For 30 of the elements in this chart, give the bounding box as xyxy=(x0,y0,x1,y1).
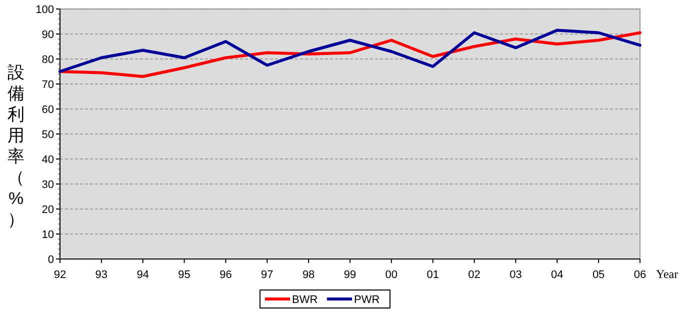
y-tick-label: 10 xyxy=(42,229,54,241)
legend-label: BWR xyxy=(292,294,318,306)
y-tick-label: 30 xyxy=(42,179,54,191)
x-axis-title: Year xyxy=(656,267,678,281)
x-tick-label: 96 xyxy=(220,269,232,281)
x-tick-label: 97 xyxy=(261,269,274,281)
y-tick-label: 80 xyxy=(42,54,54,66)
x-tick-label: 03 xyxy=(510,269,522,281)
x-tick-label: 93 xyxy=(95,269,108,281)
x-tick-label: 92 xyxy=(54,269,66,281)
x-tick-label: 94 xyxy=(136,269,149,281)
x-tick-label: 95 xyxy=(178,269,190,281)
y-tick-label: 0 xyxy=(48,254,54,266)
y-tick-label: 60 xyxy=(42,104,54,116)
y-axis-title: 設備利用率（%） xyxy=(8,63,24,229)
x-tick-label: 05 xyxy=(592,269,605,281)
x-tick-label: 04 xyxy=(551,269,564,281)
x-tick-label: 00 xyxy=(385,269,398,281)
x-tick-label: 02 xyxy=(468,269,480,281)
x-tick-label: 06 xyxy=(634,269,646,281)
y-tick-label: 70 xyxy=(42,79,54,91)
y-tick-label: 50 xyxy=(42,129,54,141)
x-tick-label: 98 xyxy=(302,269,315,281)
x-tick-label: 01 xyxy=(426,269,439,281)
y-tick-label: 90 xyxy=(42,29,54,41)
y-tick-label: 100 xyxy=(36,4,54,16)
y-tick-label: 40 xyxy=(42,154,54,166)
legend-label: PWR xyxy=(354,294,380,306)
x-tick-label: 99 xyxy=(344,269,356,281)
y-tick-label: 20 xyxy=(42,204,54,216)
